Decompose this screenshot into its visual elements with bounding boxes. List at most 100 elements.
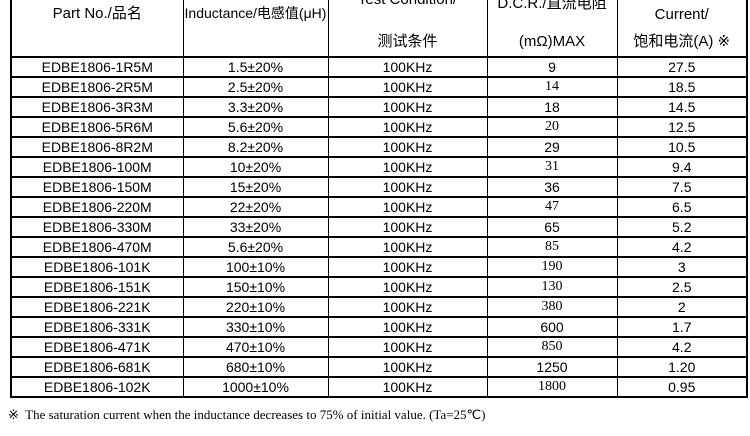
table-body: EDBE1806-1R5M 1.5±20% 100KHz 9 27.5 EDBE1806-… (10, 57, 748, 398)
cell-test-condition: 100KHz (327, 77, 488, 98)
col-header-test-condition-line2: 测试条件 (377, 33, 438, 50)
cell-inductance: 33±20% (182, 217, 329, 238)
header-cell: Part No./品名 (13, 0, 182, 55)
table-row: EDBE1806-3R3M 3.3±20% 100KHz 18 14.5 (10, 97, 748, 118)
header-row: Part No./品名 Inductance/电感值(μH) Test Cond… (10, 0, 748, 58)
cell-inductance: 15±20% (182, 177, 329, 198)
cell-inductance: 150±10% (182, 277, 329, 298)
cell-inductance: 5.6±20% (182, 237, 329, 258)
table-row: EDBE1806-470M 5.6±20% 100KHz 85 4.2 (10, 237, 748, 258)
cell-current: 1.20 (616, 357, 748, 378)
cell-inductance: 22±20% (182, 197, 329, 218)
col-header-current-line2: 饱和电流(A) ※ (633, 33, 731, 50)
cell-current: 3 (616, 257, 748, 278)
cell-test-condition: 100KHz (327, 97, 488, 118)
table-row: EDBE1806-100M 10±20% 100KHz 31 9.4 (10, 157, 748, 178)
cell-part-no: EDBE1806-331K (10, 317, 184, 338)
cell-current: 4.2 (616, 237, 748, 258)
cell-part-no: EDBE1806-1R5M (10, 57, 184, 78)
cell-dcr: 1250 (486, 357, 618, 378)
table-row: EDBE1806-102K 1000±10% 100KHz 1800 0.95 (10, 377, 748, 398)
cell-test-condition: 100KHz (327, 277, 488, 298)
table-row: EDBE1806-471K 470±10% 100KHz 850 4.2 (10, 337, 748, 358)
cell-part-no: EDBE1806-220M (10, 197, 184, 218)
cell-current: 5.2 (616, 217, 748, 238)
col-header-dcr: D.C.R./直流电阻 (mΩ)MAX (486, 0, 618, 58)
cell-part-no: EDBE1806-330M (10, 217, 184, 238)
table-header: Part No./品名 Inductance/电感值(μH) Test Cond… (10, 0, 748, 58)
cell-test-condition: 100KHz (327, 137, 488, 158)
cell-part-no: EDBE1806-471K (10, 337, 184, 358)
cell-inductance: 3.3±20% (182, 97, 329, 118)
cell-inductance: 1000±10% (182, 377, 329, 398)
cell-test-condition: 100KHz (327, 257, 488, 278)
cell-test-condition: 100KHz (327, 157, 488, 178)
col-header-part-no-label: Part No./品名 (52, 5, 142, 22)
table-row: EDBE1806-221K 220±10% 100KHz 380 2 (10, 297, 748, 318)
cell-test-condition: 100KHz (327, 237, 488, 258)
col-header-current-line1: Current/ (654, 6, 709, 23)
cell-part-no: EDBE1806-100M (10, 157, 184, 178)
cell-test-condition: 100KHz (327, 217, 488, 238)
cell-current: 2 (616, 297, 748, 318)
table-row: EDBE1806-5R6M 5.6±20% 100KHz 20 12.5 (10, 117, 748, 138)
cell-current: 10.5 (616, 137, 748, 158)
cell-dcr: 1800 (486, 377, 618, 398)
cell-part-no: EDBE1806-470M (10, 237, 184, 258)
table-row: EDBE1806-150M 15±20% 100KHz 36 7.5 (10, 177, 748, 198)
cell-current: 2.5 (616, 277, 748, 298)
cell-current: 0.95 (616, 377, 748, 398)
footnote: ※ The saturation current when the induct… (8, 407, 486, 422)
cell-dcr: 14 (486, 77, 618, 98)
cell-part-no: EDBE1806-5R6M (10, 117, 184, 138)
cell-dcr: 85 (486, 237, 618, 258)
col-header-test-condition: Test Condition/ 测试条件 (327, 0, 488, 58)
table-row: EDBE1806-2R5M 2.5±20% 100KHz 14 18.5 (10, 77, 748, 98)
cell-inductance: 680±10% (182, 357, 329, 378)
cell-part-no: EDBE1806-151K (10, 277, 184, 298)
cell-inductance: 330±10% (182, 317, 329, 338)
cell-inductance: 2.5±20% (182, 77, 329, 98)
cell-dcr: 9 (486, 57, 618, 78)
cell-test-condition: 100KHz (327, 297, 488, 318)
cell-dcr: 130 (486, 277, 618, 298)
cell-part-no: EDBE1806-8R2M (10, 137, 184, 158)
cell-test-condition: 100KHz (327, 317, 488, 338)
cell-dcr: 20 (486, 117, 618, 138)
cell-current: 12.5 (616, 117, 748, 138)
col-header-part-no: Part No./品名 (10, 0, 184, 58)
cell-part-no: EDBE1806-3R3M (10, 97, 184, 118)
cell-dcr: 47 (486, 197, 618, 218)
cell-test-condition: 100KHz (327, 357, 488, 378)
cell-inductance: 10±20% (182, 157, 329, 178)
cell-part-no: EDBE1806-102K (10, 377, 184, 398)
header-cell: Inductance/电感值(μH) (184, 0, 327, 55)
cell-current: 4.2 (616, 337, 748, 358)
table-row: EDBE1806-1R5M 1.5±20% 100KHz 9 27.5 (10, 57, 748, 78)
cell-dcr: 600 (486, 317, 618, 338)
cell-part-no: EDBE1806-101K (10, 257, 184, 278)
table-row: EDBE1806-330M 33±20% 100KHz 65 5.2 (10, 217, 748, 238)
table-row: EDBE1806-8R2M 8.2±20% 100KHz 29 10.5 (10, 137, 748, 158)
col-header-dcr-line1: D.C.R./直流电阻 (497, 0, 607, 12)
cell-inductance: 5.6±20% (182, 117, 329, 138)
cell-test-condition: 100KHz (327, 177, 488, 198)
cell-current: 6.5 (616, 197, 748, 218)
table-row: EDBE1806-220M 22±20% 100KHz 47 6.5 (10, 197, 748, 218)
cell-current: 14.5 (616, 97, 748, 118)
cell-dcr: 18 (486, 97, 618, 118)
header-cell: Test Condition/ 测试条件 (329, 0, 486, 55)
header-cell: D.C.R./直流电阻 (mΩ)MAX (488, 0, 616, 55)
cell-dcr: 65 (486, 217, 618, 238)
col-header-test-condition-line1: Test Condition/ (329, 0, 486, 8)
cell-inductance: 8.2±20% (182, 137, 329, 158)
cell-inductance: 100±10% (182, 257, 329, 278)
table-row: EDBE1806-151K 150±10% 100KHz 130 2.5 (10, 277, 748, 298)
cell-test-condition: 100KHz (327, 197, 488, 218)
header-cell: Current/ 饱和电流(A) ※ (618, 0, 745, 55)
cell-dcr: 190 (486, 257, 618, 278)
col-header-dcr-line2: (mΩ)MAX (518, 33, 586, 50)
cell-dcr: 850 (486, 337, 618, 358)
cell-test-condition: 100KHz (327, 117, 488, 138)
